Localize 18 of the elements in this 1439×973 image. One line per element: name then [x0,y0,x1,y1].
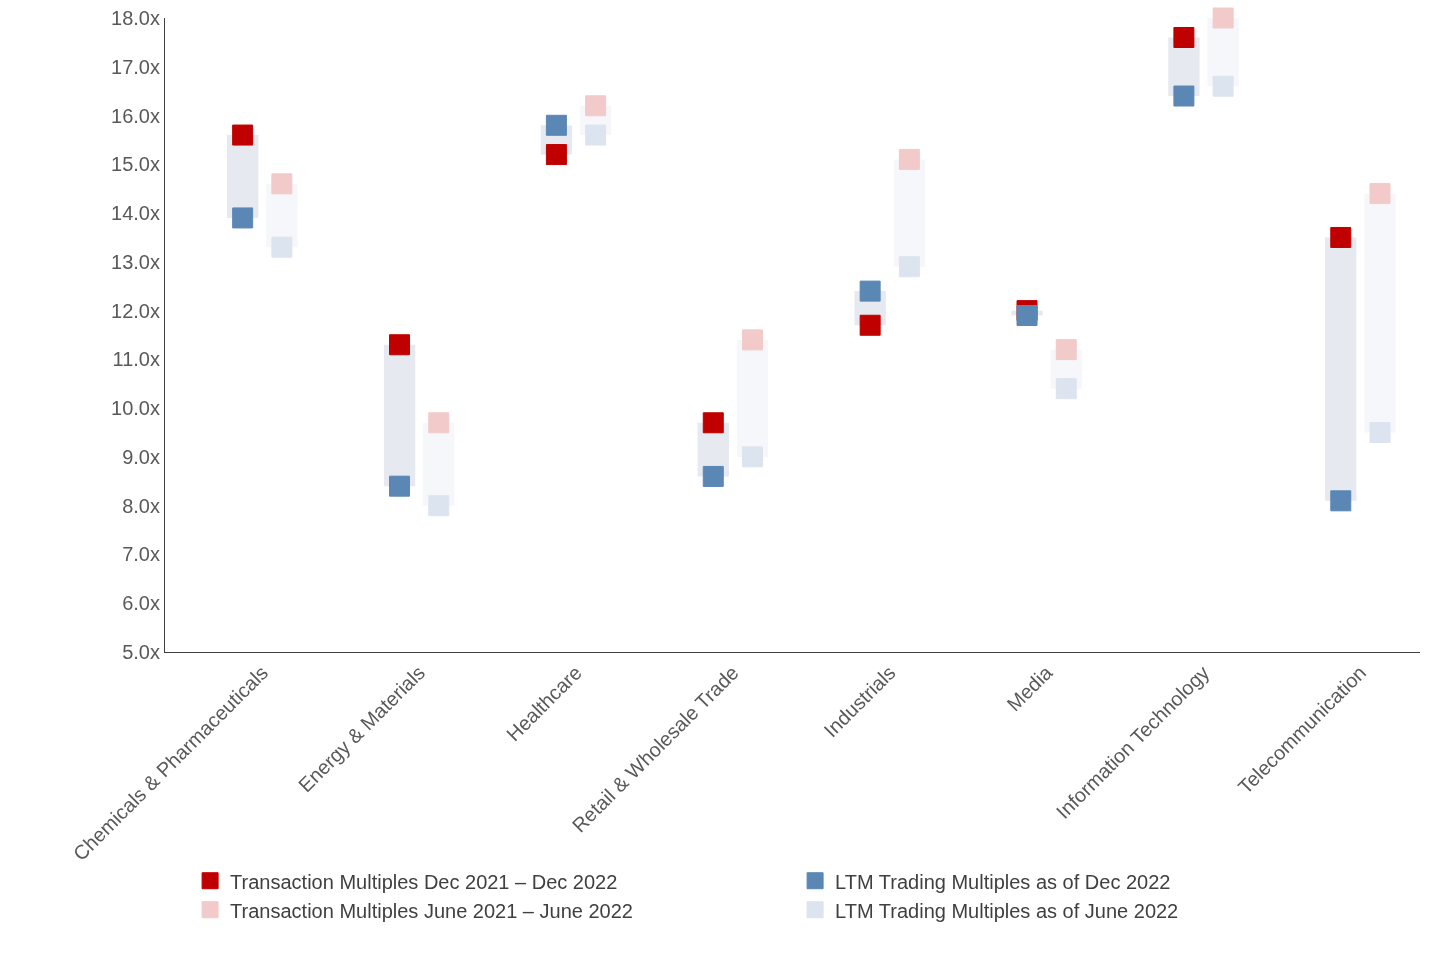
y-tick-label: 10.0x [111,397,160,420]
y-tick-label: 18.0x [111,7,160,29]
y-tick-label: 6.0x [122,592,160,615]
y-tick-label: 12.0x [111,299,160,322]
y-tick-label: 11.0x [112,348,160,371]
y-tick-label: 17.0x [111,55,160,78]
y-tick-label: 8.0x [122,494,160,517]
y-tick-label: 7.0x [122,543,160,566]
y-tick-label: 9.0x [122,445,160,468]
y-tick-label: 5.0x [122,641,160,663]
y-tick-label: 13.0x [111,250,160,273]
y-tick-label: 15.0x [111,153,160,176]
y-tick-label: 14.0x [111,202,160,225]
legend-label: Transaction Multiples June 2021 – June 2022 [230,899,633,922]
legend-label: LTM Trading Multiples as of Dec 2022 [835,870,1171,893]
legend-label: LTM Trading Multiples as of June 2022 [835,899,1179,922]
y-tick-label: 16.0x [111,104,160,127]
legend-label: Transaction Multiples Dec 2021 – Dec 2022 [230,870,618,893]
